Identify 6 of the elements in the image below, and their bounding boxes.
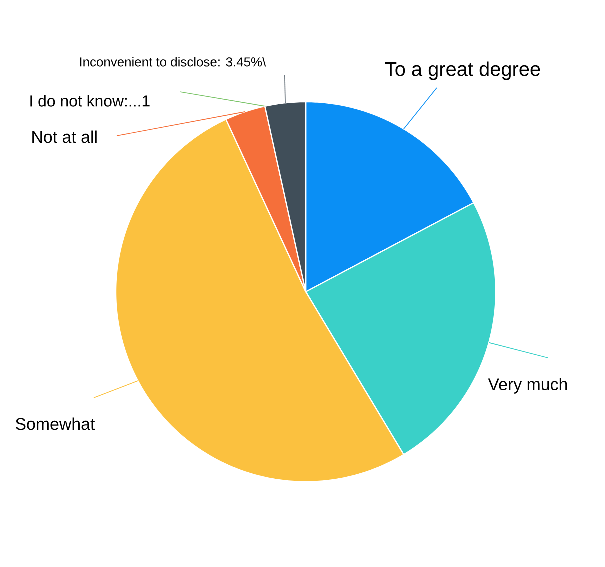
slice-label: To a great degree [385, 62, 540, 80]
category-label: I do not know:...1 [30, 95, 150, 107]
slice-label: Very much [488, 378, 568, 394]
slice-label: Not at all [32, 130, 97, 144]
slice-label: Somewhat [16, 418, 96, 430]
slice-label: Inconvenient to disclose: 3.45%\ [80, 57, 266, 67]
